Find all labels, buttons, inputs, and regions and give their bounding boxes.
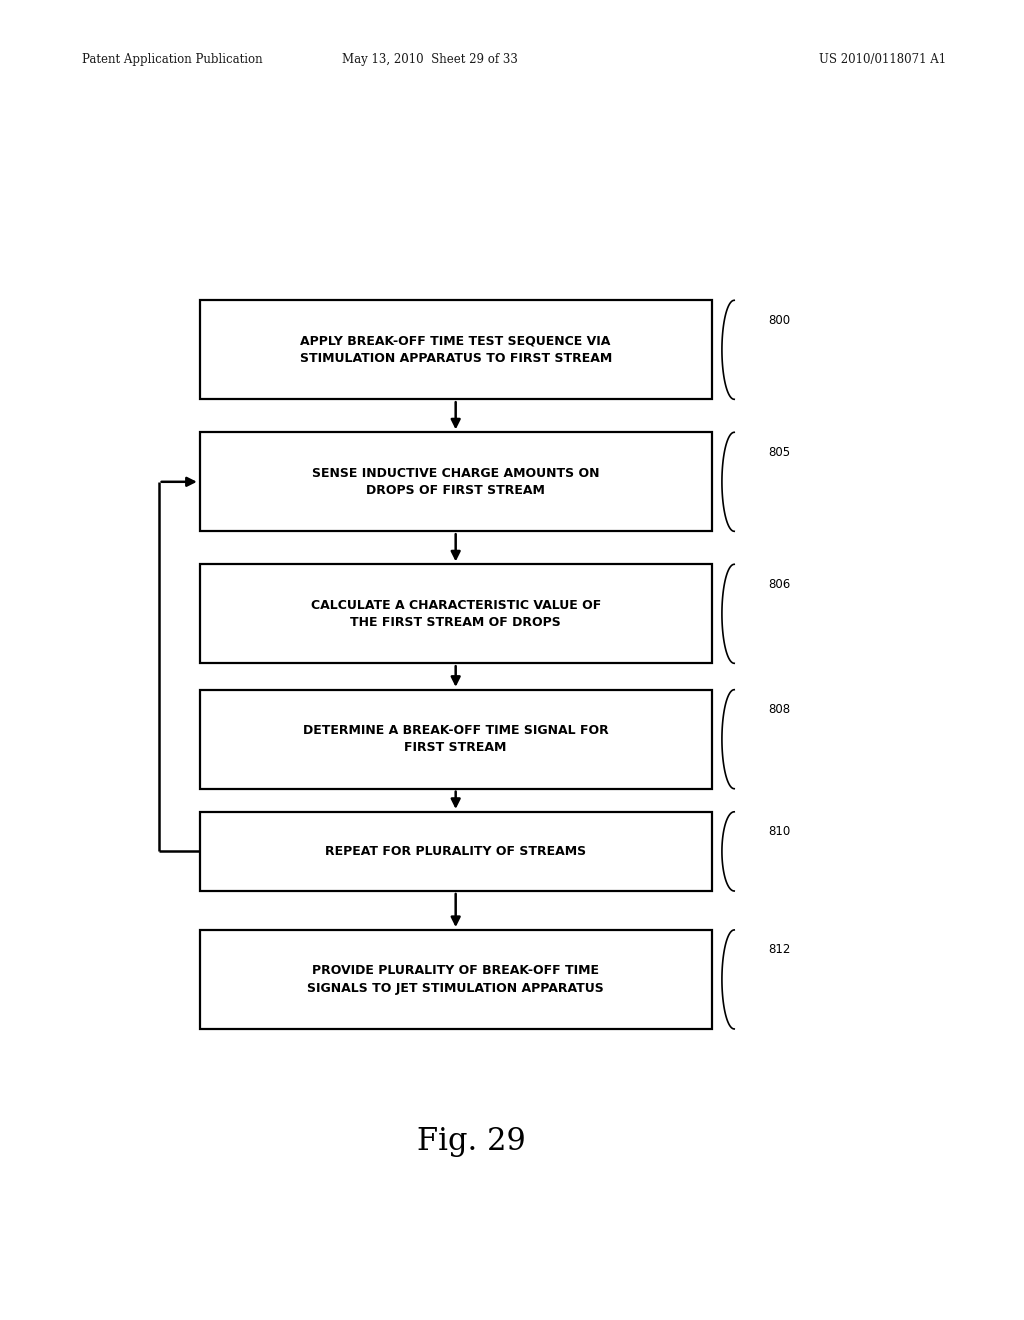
Text: DETERMINE A BREAK-OFF TIME SIGNAL FOR
FIRST STREAM: DETERMINE A BREAK-OFF TIME SIGNAL FOR FI… (303, 723, 608, 755)
Text: 810: 810 (768, 825, 791, 838)
Text: SENSE INDUCTIVE CHARGE AMOUNTS ON
DROPS OF FIRST STREAM: SENSE INDUCTIVE CHARGE AMOUNTS ON DROPS … (312, 466, 599, 498)
Text: REPEAT FOR PLURALITY OF STREAMS: REPEAT FOR PLURALITY OF STREAMS (325, 845, 587, 858)
FancyBboxPatch shape (200, 565, 712, 663)
FancyBboxPatch shape (200, 433, 712, 531)
Text: Patent Application Publication: Patent Application Publication (82, 53, 262, 66)
Text: May 13, 2010  Sheet 29 of 33: May 13, 2010 Sheet 29 of 33 (342, 53, 518, 66)
Text: 806: 806 (768, 578, 791, 590)
FancyBboxPatch shape (200, 689, 712, 788)
Text: 808: 808 (768, 704, 791, 715)
Text: Fig. 29: Fig. 29 (417, 1126, 525, 1158)
Text: 805: 805 (768, 446, 791, 458)
FancyBboxPatch shape (200, 301, 712, 399)
Text: PROVIDE PLURALITY OF BREAK-OFF TIME
SIGNALS TO JET STIMULATION APPARATUS: PROVIDE PLURALITY OF BREAK-OFF TIME SIGN… (307, 964, 604, 995)
Text: CALCULATE A CHARACTERISTIC VALUE OF
THE FIRST STREAM OF DROPS: CALCULATE A CHARACTERISTIC VALUE OF THE … (310, 598, 601, 630)
Text: 812: 812 (768, 942, 791, 956)
Text: 800: 800 (768, 314, 791, 326)
FancyBboxPatch shape (200, 929, 712, 1030)
Text: US 2010/0118071 A1: US 2010/0118071 A1 (819, 53, 946, 66)
FancyBboxPatch shape (200, 812, 712, 891)
Text: APPLY BREAK-OFF TIME TEST SEQUENCE VIA
STIMULATION APPARATUS TO FIRST STREAM: APPLY BREAK-OFF TIME TEST SEQUENCE VIA S… (300, 334, 611, 366)
